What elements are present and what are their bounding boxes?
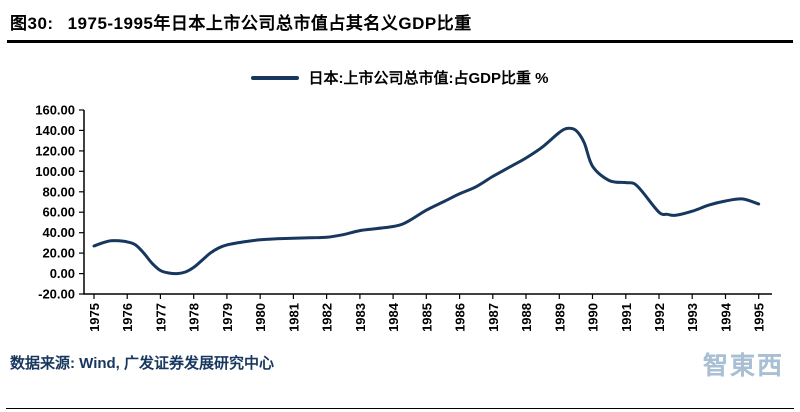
x-tick-label: 1991 — [619, 303, 634, 332]
x-tick-label: 1981 — [286, 303, 301, 332]
legend: 日本:上市公司总市值:占GDP比重 % — [0, 67, 800, 88]
y-tick-label: 80.00 — [42, 184, 75, 199]
legend-line-swatch — [251, 75, 300, 80]
source-note: 数据来源: Wind, 广发证券发展研究中心 — [10, 355, 275, 372]
chart-canvas: 160.00 140.00 120.00 100.00 80.00 60.00 40.00 2… — [35, 103, 772, 332]
series-line — [92, 126, 761, 276]
figure-header: 图30: 1975-1995年日本上市公司总市值占其名义GDP比重 — [0, 0, 800, 40]
title-underline — [7, 40, 793, 43]
watermark-logo: 智東西 — [702, 352, 784, 380]
x-tick-label: 1978 — [187, 303, 202, 332]
x-tick-label: 1993 — [685, 303, 700, 332]
x-tick-label: 1990 — [586, 303, 601, 332]
y-tick-label: -20.00 — [38, 287, 75, 302]
axes — [83, 110, 772, 295]
y-tick-label: 40.00 — [42, 225, 75, 240]
x-tick-label: 1976 — [120, 303, 135, 332]
y-tick-label: 120.00 — [35, 143, 75, 158]
x-tick-label: 1989 — [552, 303, 567, 332]
x-tick-label: 1979 — [220, 303, 235, 332]
x-tick-label: 1983 — [353, 303, 368, 332]
x-tick-label: 1980 — [253, 303, 268, 332]
x-tick-label: 1995 — [752, 303, 767, 332]
y-tick-label: 160.00 — [35, 103, 75, 118]
figure-label: 图30: — [10, 14, 54, 33]
bottom-rule — [6, 408, 794, 409]
x-tick-label: 1986 — [453, 303, 468, 332]
x-tick-label: 1992 — [652, 303, 667, 332]
y-tick-label: 20.00 — [42, 246, 75, 261]
x-tick-label: 1977 — [153, 303, 168, 332]
x-tick-label: 1994 — [719, 302, 734, 332]
x-tick-label: 1975 — [87, 303, 102, 332]
x-tick-label: 1987 — [486, 303, 501, 332]
y-tick-label: 0.00 — [50, 266, 75, 281]
line-chart: 160.00 140.00 120.00 100.00 80.00 60.00 40.00 2… — [0, 94, 800, 346]
y-tick-label: 60.00 — [42, 205, 75, 220]
y-tick-label: 140.00 — [35, 123, 75, 138]
page-title: 1975-1995年日本上市公司总市值占其名义GDP比重 — [67, 14, 472, 33]
x-tick-label: 1984 — [386, 302, 401, 332]
y-tick-label: 100.00 — [35, 164, 75, 179]
x-tick-label: 1985 — [419, 303, 434, 332]
x-tick-label: 1988 — [519, 303, 534, 332]
x-tick-label: 1982 — [320, 303, 335, 332]
legend-label: 日本:上市公司总市值:占GDP比重 % — [308, 70, 549, 87]
